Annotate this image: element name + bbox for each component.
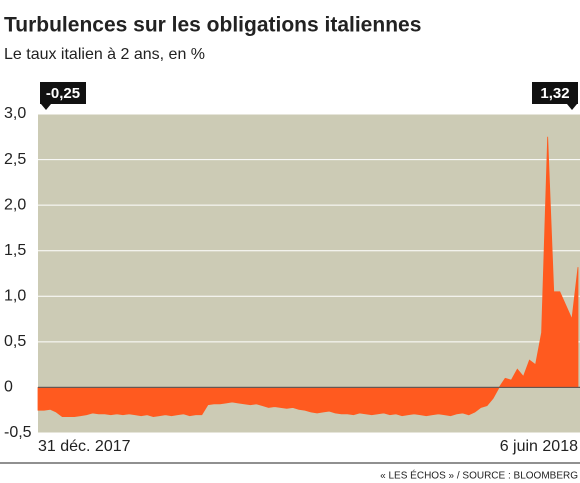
annotation-box [532,82,578,104]
area [37,136,579,418]
annotation-box [40,82,86,104]
annotation: -0,25 [40,82,86,110]
annotation-pointer [41,104,51,110]
annotation-label: -0,25 [46,85,80,102]
y-tick-label: 2,0 [4,196,26,213]
source: « LES ÉCHOS » / SOURCE : BLOOMBERG [380,469,578,482]
y-tick-label: 1,5 [4,242,26,259]
y-tick-label: 1,0 [4,288,26,305]
annotation: 1,32 [532,82,578,110]
annotation-pointer [567,104,577,110]
y-tick-label: -0,5 [4,424,32,441]
y-tick-label: 3,0 [4,105,26,122]
chart-title: Turbulences sur les obligations italienn… [4,14,421,37]
x-tick-label: 31 déc. 2017 [38,438,131,455]
plot-background [38,114,580,433]
chart-subtitle: Le taux italien à 2 ans, en % [4,46,205,63]
annotation-label: 1,32 [540,85,569,102]
y-tick-label: 0 [4,379,13,396]
y-tick-label: 2,5 [4,151,26,168]
x-tick-label: 6 juin 2018 [500,438,578,455]
y-tick-label: 0,5 [4,333,26,350]
